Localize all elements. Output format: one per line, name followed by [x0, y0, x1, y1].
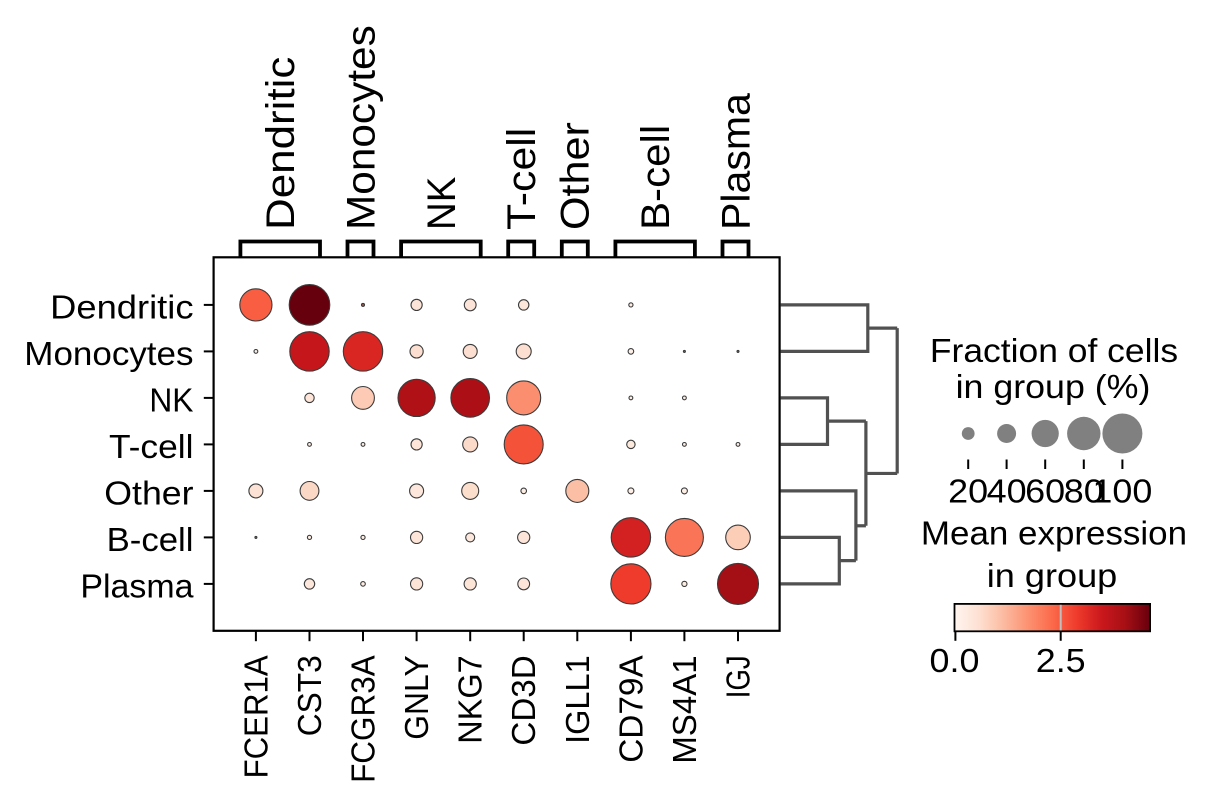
svg-text:NKG7: NKG7: [453, 655, 490, 743]
svg-text:Dendritic: Dendritic: [50, 290, 193, 327]
svg-text:80: 80: [1064, 474, 1104, 511]
svg-text:NK: NK: [419, 177, 464, 230]
svg-text:T-cell: T-cell: [499, 128, 544, 230]
svg-text:FCER1A: FCER1A: [238, 655, 275, 779]
svg-text:IGLL1: IGLL1: [560, 655, 597, 744]
svg-text:Monocytes: Monocytes: [24, 336, 193, 373]
svg-text:Fraction of cells: Fraction of cells: [930, 333, 1178, 370]
svg-text:in group (%): in group (%): [956, 369, 1151, 406]
svg-text:100: 100: [1092, 474, 1152, 511]
svg-text:T-cell: T-cell: [109, 429, 194, 466]
svg-text:B-cell: B-cell: [633, 125, 678, 230]
svg-text:B-cell: B-cell: [107, 522, 194, 559]
svg-text:NK: NK: [149, 383, 193, 420]
svg-text:in group: in group: [987, 558, 1118, 595]
svg-text:60: 60: [1025, 474, 1065, 511]
svg-text:CD3D: CD3D: [506, 655, 543, 745]
svg-text:2.5: 2.5: [1036, 643, 1086, 680]
svg-text:Plasma: Plasma: [713, 93, 758, 230]
svg-text:GNLY: GNLY: [399, 655, 436, 740]
svg-text:Plasma: Plasma: [80, 569, 194, 606]
svg-text:CST3: CST3: [292, 655, 329, 736]
svg-text:Other: Other: [553, 122, 598, 230]
svg-text:0.0: 0.0: [930, 643, 980, 680]
svg-text:FCGR3A: FCGR3A: [346, 655, 383, 783]
svg-text:CD79A: CD79A: [613, 655, 650, 763]
svg-text:20: 20: [948, 474, 988, 511]
svg-text:Mean expression: Mean expression: [921, 515, 1187, 552]
svg-text:Other: Other: [104, 476, 193, 513]
svg-text:IGJ: IGJ: [721, 655, 758, 698]
svg-text:40: 40: [987, 474, 1027, 511]
svg-text:MS4A1: MS4A1: [667, 655, 704, 764]
svg-text:Dendritic: Dendritic: [258, 57, 303, 230]
svg-text:Monocytes: Monocytes: [338, 25, 383, 230]
